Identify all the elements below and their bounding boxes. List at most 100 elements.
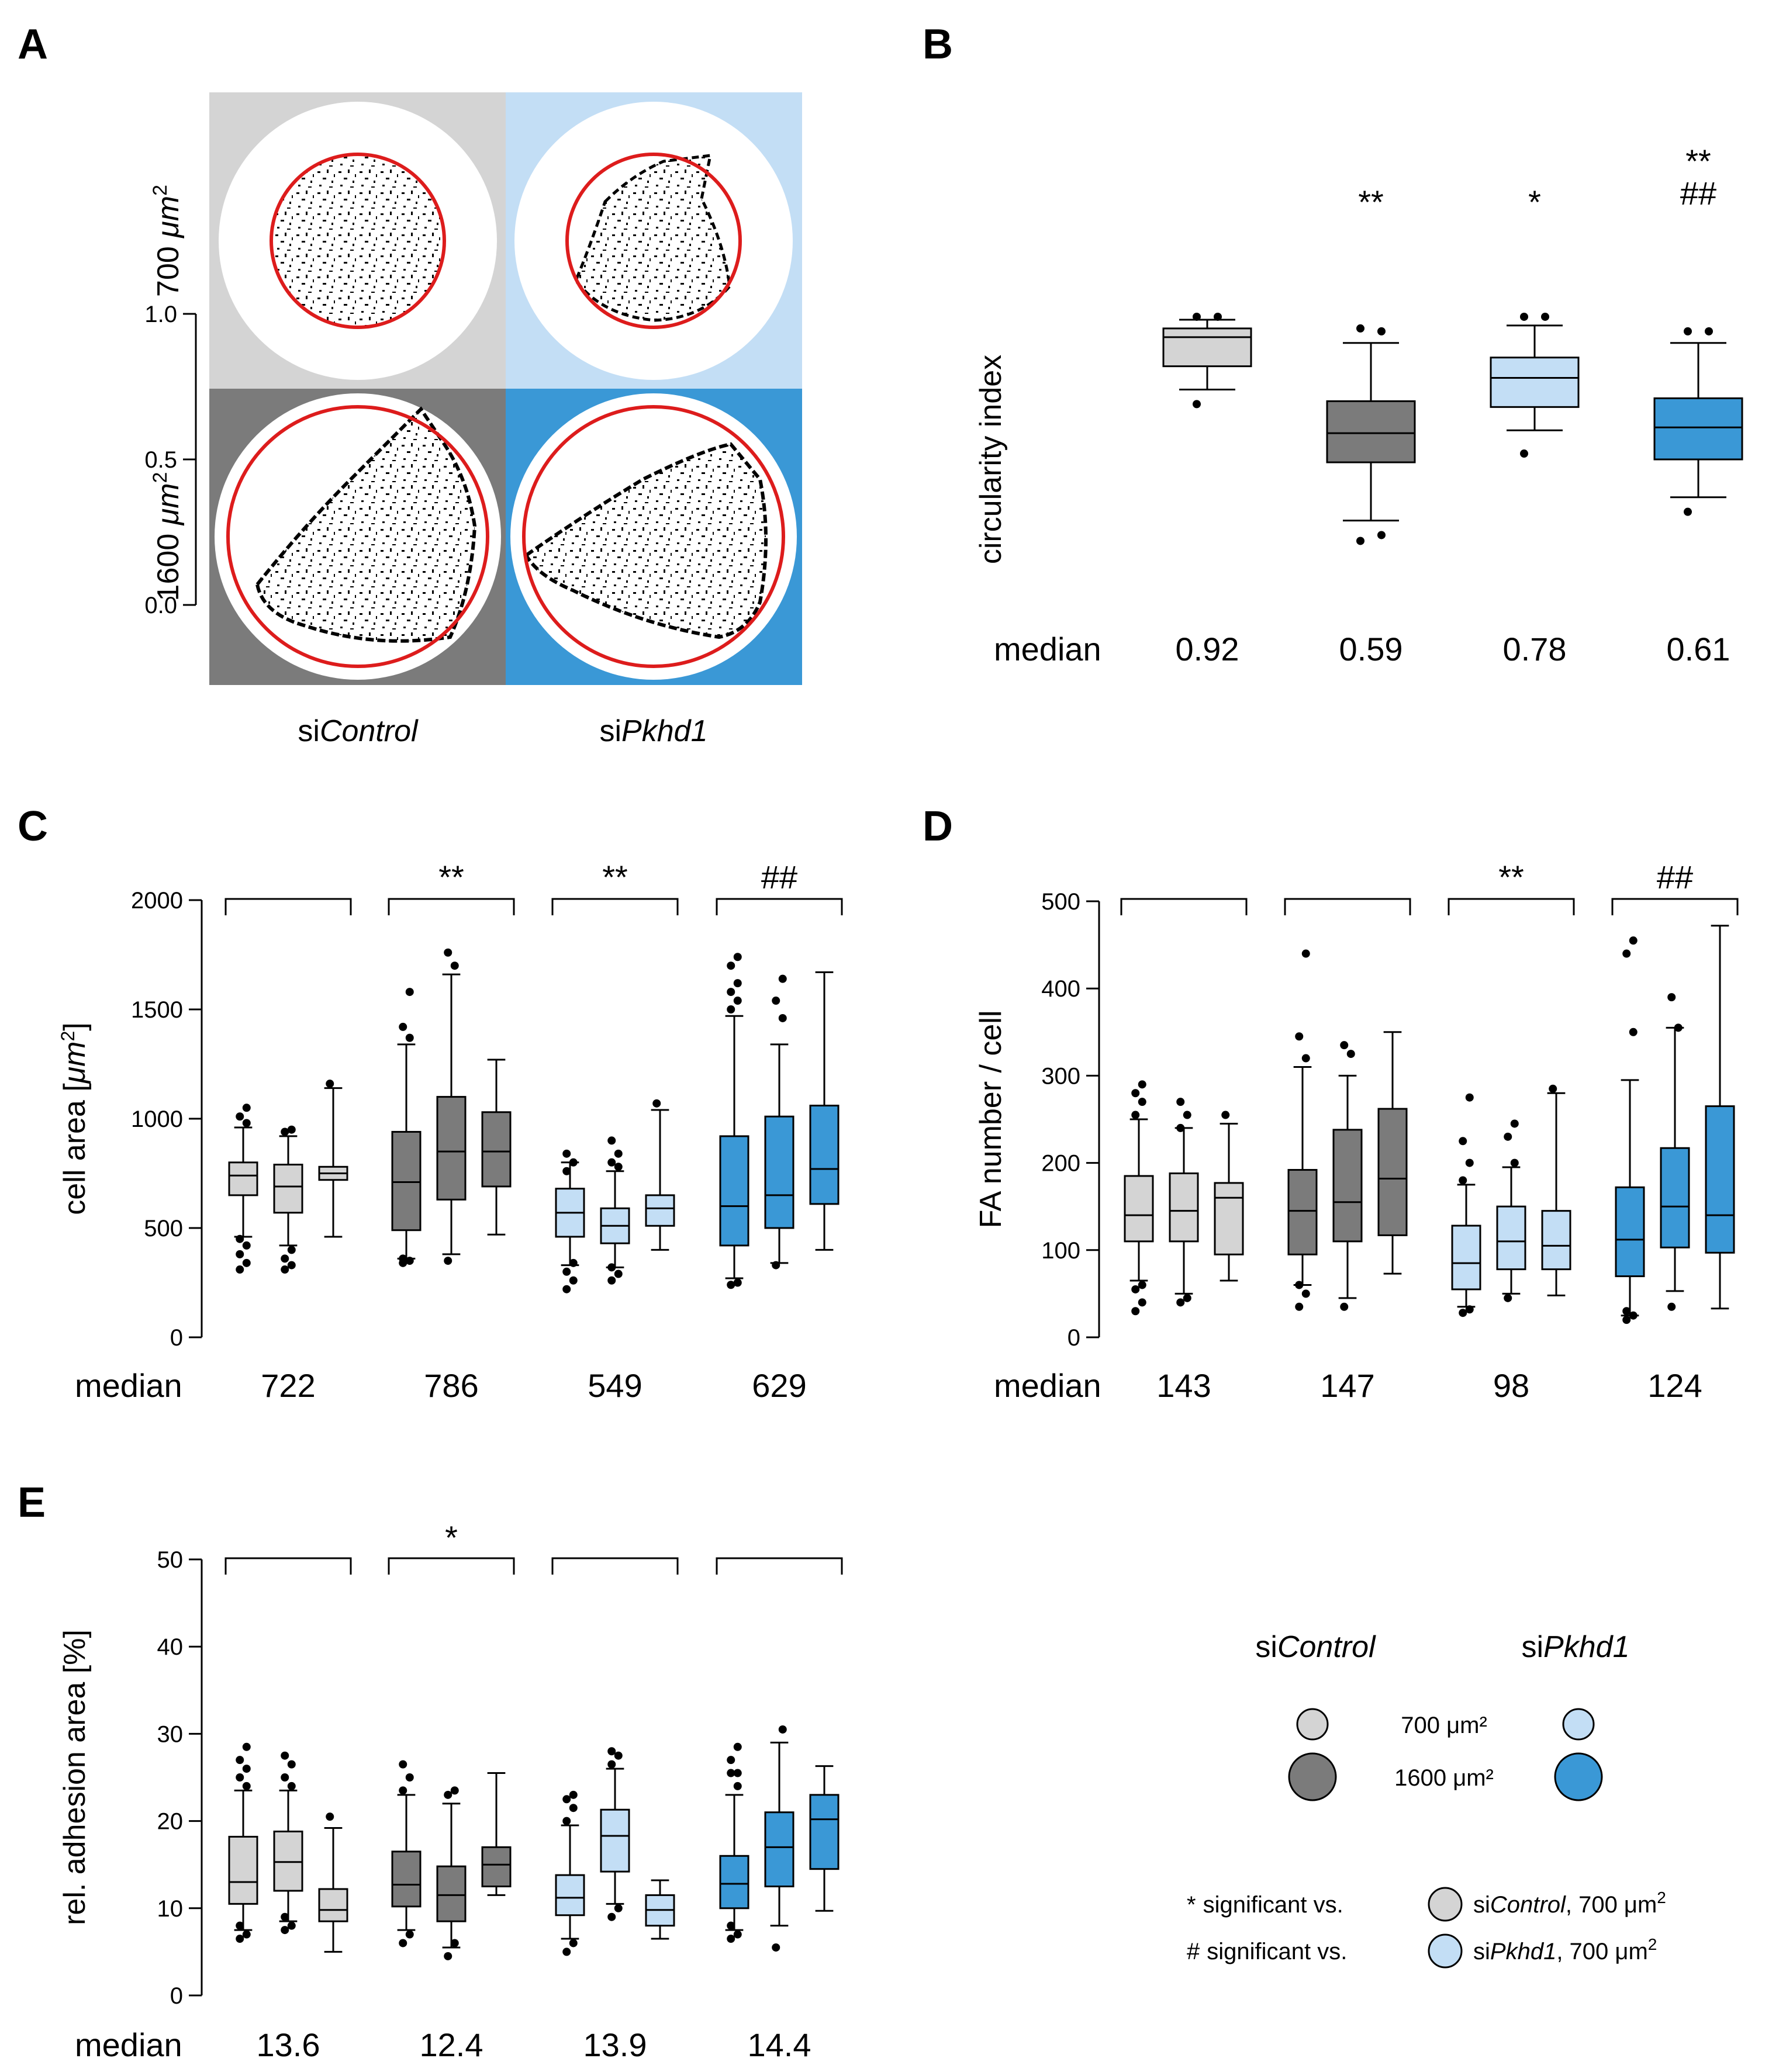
box-D-3-0-box (1615, 1186, 1645, 1278)
y-axis-label-C: cell area [μm2] (57, 1022, 92, 1215)
panel-d-chart: 0 100 200 300 400 500 FA number / cell median 14… (974, 859, 1739, 1404)
median-value-B: 0.59 (1339, 631, 1403, 667)
box-D-0-1-outlier (1176, 1098, 1185, 1106)
box-E-2-0-outlier (569, 1790, 578, 1799)
box-C-0-1-outlier (287, 1246, 296, 1254)
box-D-0-2-box (1214, 1182, 1244, 1255)
box-E-0-0-outlier (236, 1921, 244, 1930)
box-C-1-0-outlier (405, 1033, 414, 1042)
box-C-1-0-outlier (399, 1022, 407, 1031)
box-E-3-0-outlier (733, 1742, 742, 1751)
bracket-D (1448, 898, 1575, 915)
box-E-1-1-outlier (450, 1786, 459, 1795)
box-C-1-0-outlier (405, 1257, 414, 1265)
box-B-1-outlier (1377, 531, 1386, 539)
box-E-1-0-box (391, 1850, 422, 1908)
panel-c-chart: 0 500 1000 1500 2000 cell area [μm2] median 722… (57, 859, 843, 1404)
box-E-0-2-box (318, 1888, 348, 1922)
box-C-3-0-outlier (733, 997, 742, 1005)
box-E-0-0-box (228, 1835, 258, 1905)
box-E-3-0-outlier (733, 1782, 742, 1790)
bracket-E (551, 1557, 679, 1575)
box-B-0-outlier (1193, 312, 1201, 321)
median-value-B: 0.61 (1667, 631, 1730, 667)
box-D-3-0-outlier (1622, 949, 1631, 958)
box-C-0-1-outlier (287, 1125, 296, 1134)
box-D-0-2-outlier (1221, 1111, 1230, 1119)
box-D-0-1-outlier (1183, 1111, 1191, 1119)
y-tick-label-C: 0 (170, 1325, 183, 1351)
panel-label-e: E (18, 1479, 46, 1526)
bracket-D (1120, 898, 1248, 915)
y-tick-label-E: 0 (170, 1983, 183, 2009)
median-value-E: 14.4 (748, 2026, 811, 2063)
legend: siControl siPkhd1 700 μm² 1600 μm² * sign… (1187, 1630, 1666, 1969)
box-C-2-1-outlier (614, 1270, 623, 1278)
box-D-3-0-outlier (1622, 1316, 1631, 1324)
median-value-B: 0.92 (1176, 631, 1239, 667)
box-E-3-2-box (809, 1794, 840, 1870)
box-D-1-0-outlier (1295, 1281, 1304, 1289)
box-D-0-1-outlier (1176, 1298, 1185, 1307)
legend-swatch-control-700 (1296, 1708, 1329, 1741)
median-label-E: median (75, 2026, 182, 2063)
box-E-1-1-outlier (450, 1939, 459, 1948)
box-D-2-1-outlier (1504, 1293, 1512, 1302)
box-C-3-0-outlier (727, 1005, 735, 1013)
box-C-2-1-outlier (614, 1163, 623, 1171)
box-C-2-1-outlier (607, 1276, 616, 1285)
box-D-0-0-outlier (1138, 1080, 1146, 1089)
legend-header-pkhd1: siPkhd1 (1521, 1630, 1629, 1664)
box-E-1-1-outlier (444, 1790, 452, 1799)
box-D-3-0-outlier (1629, 936, 1638, 945)
box-D-2-2-box (1541, 1210, 1571, 1271)
box-B-3-outlier (1684, 507, 1692, 516)
y-tick-label-C: 1000 (131, 1106, 183, 1132)
median-value-E: 12.4 (420, 2026, 483, 2063)
y-tick-label-D: 500 (1041, 889, 1080, 915)
box-C-0-1-outlier (287, 1261, 296, 1270)
box-D-1-0-outlier (1301, 1054, 1310, 1063)
significance-mark-B: * (1528, 184, 1541, 220)
panel-label-b: B (923, 21, 953, 68)
median-label-C: median (75, 1367, 182, 1404)
box-C-3-0-outlier (727, 1281, 735, 1289)
box-E-0-0-outlier (242, 1782, 251, 1790)
fit-circle-control-700 (270, 153, 446, 329)
panel-a: 700 μm2 1600 μm2 siControl siPkhd1 (149, 92, 802, 748)
box-D-1-0-outlier (1301, 949, 1310, 958)
box-D-3-0-outlier (1629, 1028, 1638, 1036)
legend-size-1600: 1600 μm² (1394, 1765, 1494, 1791)
box-E-0-1-outlier (287, 1782, 296, 1790)
box-C-0-0-outlier (236, 1112, 244, 1121)
panel-label-d: D (923, 803, 953, 850)
box-C-2-0-outlier (562, 1167, 571, 1175)
box-E-0-2-outlier (326, 1812, 334, 1821)
box-E-1-1-box (436, 1865, 467, 1922)
box-D-2-0-outlier (1459, 1176, 1467, 1185)
box-C-1-1-box (436, 1096, 467, 1201)
y-tick-label-D: 200 (1041, 1151, 1080, 1177)
box-B-0-box (1162, 327, 1252, 368)
box-E-1-0-outlier (399, 1939, 407, 1948)
box-B-1-outlier (1356, 537, 1364, 545)
col-label-pkhd1: siPkhd1 (599, 714, 707, 748)
box-E-0-0-outlier (242, 1930, 251, 1939)
box-C-2-0-outlier (562, 1267, 571, 1276)
median-value-C: 722 (261, 1367, 315, 1404)
legend-note-star-ref: siControl, 700 μm2 (1473, 1888, 1666, 1918)
bracket-E (716, 1557, 843, 1575)
panel-e-chart: 0 10 20 30 40 50 rel. adhesion area [%] median 1… (58, 1519, 843, 2063)
box-C-3-0-outlier (727, 988, 735, 997)
significance-mark-D: ## (1657, 859, 1693, 895)
box-B-3-outlier (1684, 327, 1692, 335)
box-C-3-0-outlier (733, 953, 742, 961)
y-tick-label-E: 10 (157, 1896, 184, 1922)
median-value-C: 549 (588, 1367, 642, 1404)
box-C-0-1-outlier (281, 1127, 289, 1136)
bracket-C (716, 898, 843, 915)
box-D-0-0-outlier (1131, 1089, 1140, 1098)
panel-label-a: A (18, 21, 48, 68)
box-E-1-0-outlier (399, 1760, 407, 1769)
legend-note-star: * significant vs. (1187, 1892, 1343, 1918)
